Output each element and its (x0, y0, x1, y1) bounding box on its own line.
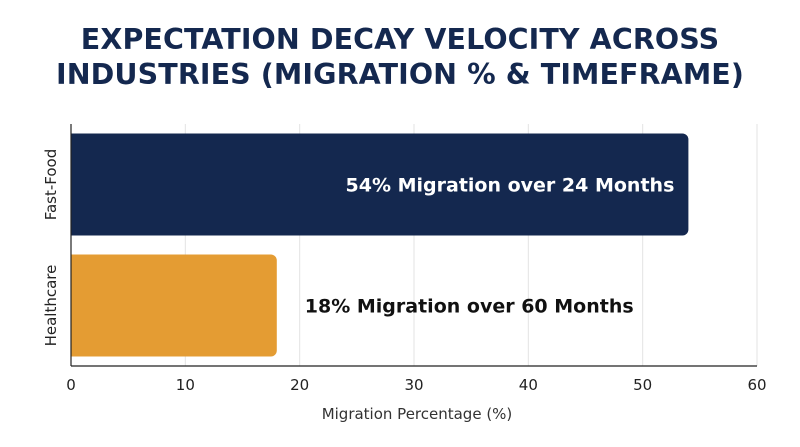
category-label-fast-food: Fast-Food (42, 149, 60, 221)
bar-base-fast-food (71, 133, 79, 236)
bar-fast-food (71, 133, 689, 236)
chart-title-line-1: EXPECTATION DECAY VELOCITY ACROSS (80, 23, 720, 56)
bar-healthcare (71, 254, 277, 357)
x-tick-label-20: 20 (290, 376, 309, 394)
bar-base-healthcare (71, 254, 79, 357)
x-tick-label-60: 60 (747, 376, 766, 394)
chart-title-line-2: INDUSTRIES (MIGRATION % & TIMEFRAME) (56, 58, 744, 91)
x-tick-label-40: 40 (519, 376, 538, 394)
category-label-healthcare: Healthcare (42, 265, 60, 347)
bars: 54% Migration over 24 Months 18% Migratio… (71, 133, 689, 357)
x-tick-label-0: 0 (66, 376, 76, 394)
bar-label-fast-food: 54% Migration over 24 Months (346, 175, 675, 197)
x-tick-label-10: 10 (176, 376, 195, 394)
chart-title: EXPECTATION DECAY VELOCITY ACROSS INDUST… (0, 22, 800, 92)
x-axis-title: Migration Percentage (%) (322, 405, 513, 423)
axes: Fast-Food Healthcare 0 10 20 30 40 50 60 (42, 124, 767, 394)
x-tick-label-30: 30 (404, 376, 423, 394)
bar-label-healthcare: 18% Migration over 60 Months (305, 296, 634, 318)
x-tick-label-50: 50 (633, 376, 652, 394)
